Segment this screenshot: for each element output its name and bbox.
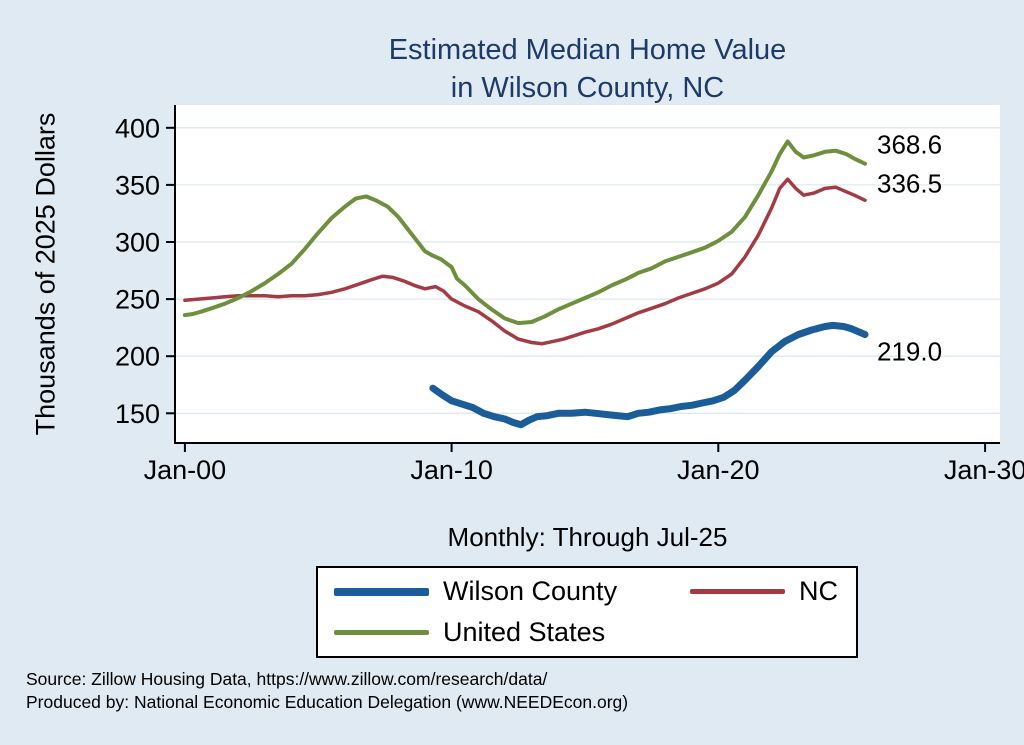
x-tick-label: Jan-00 bbox=[144, 455, 227, 485]
legend-swatch-wilson-county bbox=[334, 587, 429, 596]
series-line-nc bbox=[183, 177, 867, 346]
legend: Wilson County NC United States bbox=[316, 566, 858, 658]
source-note-line2: Produced by: National Economic Education… bbox=[26, 692, 629, 712]
chart-title-line2: in Wilson County, NC bbox=[450, 72, 725, 104]
end-label-nc: 336.5 bbox=[877, 168, 942, 198]
x-tick-label: Jan-30 bbox=[944, 455, 1024, 485]
x-tick-label: Jan-20 bbox=[677, 455, 760, 485]
series-line-wilson-county bbox=[429, 321, 869, 429]
x-tick-label: Jan-10 bbox=[410, 455, 493, 485]
y-tick-label: 350 bbox=[115, 170, 160, 200]
legend-label-wilson-county: Wilson County bbox=[443, 576, 618, 606]
legend-label-nc: NC bbox=[799, 576, 838, 606]
chart-title-line1: Estimated Median Home Value bbox=[388, 34, 787, 66]
y-tick-label: 200 bbox=[115, 342, 160, 372]
legend-swatch-united-states bbox=[334, 630, 429, 635]
y-tick-label: 300 bbox=[115, 228, 160, 258]
legend-item-wilson-county: Wilson County bbox=[334, 576, 690, 607]
legend-swatch-nc bbox=[690, 589, 785, 594]
legend-item-nc: NC bbox=[690, 576, 840, 607]
source-note-line1: Source: Zillow Housing Data, https://www… bbox=[26, 669, 548, 689]
y-tick-label: 150 bbox=[115, 399, 160, 429]
y-tick-label: 400 bbox=[115, 113, 160, 143]
series-line-united-states bbox=[182, 139, 867, 326]
source-notes: Source: Zillow Housing Data, https://www… bbox=[26, 668, 628, 714]
y-tick-label: 250 bbox=[115, 285, 160, 315]
chart-subtitle: Monthly: Through Jul-25 bbox=[447, 522, 728, 552]
legend-label-united-states: United States bbox=[443, 617, 606, 647]
legend-item-united-states: United States bbox=[334, 617, 690, 648]
end-label-wilson-county: 219.0 bbox=[877, 337, 942, 367]
end-label-united-states: 368.6 bbox=[877, 130, 942, 160]
chart-title: Estimated Median Home Value in Wilson Co… bbox=[150, 31, 1024, 107]
